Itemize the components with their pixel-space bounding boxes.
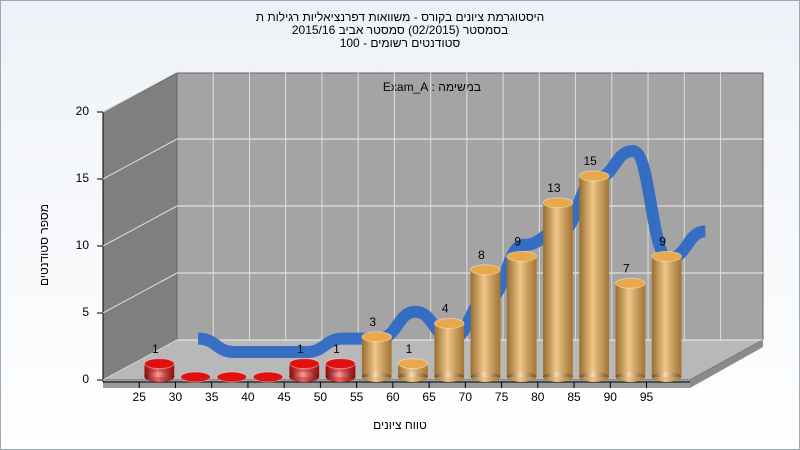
y-tick-label: 15 — [76, 171, 90, 185]
bar-top — [433, 317, 465, 329]
bar-shade — [615, 283, 646, 377]
x-tick-label: 45 — [277, 390, 291, 404]
data-label: 1 — [152, 342, 159, 356]
bar-top — [542, 197, 574, 209]
bar-top — [361, 331, 393, 343]
data-label: 1 — [406, 342, 413, 356]
data-label: 4 — [442, 302, 449, 316]
x-tick-label: 65 — [422, 390, 436, 404]
bar-shade — [361, 336, 392, 377]
y-axis-label: מספר סטודנטים — [37, 204, 51, 286]
x-axis-label: טווח ציונים — [373, 418, 427, 432]
bar-base-shade — [579, 372, 610, 382]
x-tick-label: 95 — [640, 390, 654, 404]
bar-top — [325, 358, 356, 370]
floor-edge — [690, 340, 763, 388]
chart-title: היסטוגרמת ציונים בקורס - משוואות דפרנציא… — [256, 10, 544, 24]
bar-shade — [543, 202, 573, 377]
bar-shade — [651, 256, 682, 377]
trend-ribbon — [197, 145, 707, 358]
data-label: 7 — [623, 261, 630, 275]
x-tick-label: 25 — [133, 390, 147, 404]
data-label: 3 — [369, 315, 376, 329]
bar-base-shade — [543, 372, 573, 382]
chart-title: בסמסטר (02/2015) סמסטר אביב 2015/16 — [292, 23, 508, 37]
bar-base-shade — [361, 372, 392, 382]
bar-top — [216, 371, 248, 383]
bar-top — [180, 371, 211, 383]
bar-base-shade — [434, 372, 465, 382]
grid-line — [102, 339, 178, 381]
bar-base-shade — [651, 372, 682, 382]
x-tick-label: 55 — [350, 390, 364, 404]
x-tick-label: 30 — [169, 390, 183, 404]
x-tick-label: 85 — [567, 390, 581, 404]
bar-top — [651, 250, 682, 262]
data-label: 15 — [583, 154, 597, 168]
x-tick-label: 35 — [205, 390, 219, 404]
bar-base-shade — [325, 372, 356, 382]
x-tick-label: 50 — [314, 390, 328, 404]
bar-top — [578, 170, 610, 182]
bar-top — [288, 358, 320, 370]
y-tick-label: 0 — [82, 372, 89, 386]
chart-title: סטודנטים רשומים - 100 — [340, 36, 461, 50]
grid-line — [102, 138, 178, 180]
x-tick-label: 80 — [531, 390, 545, 404]
x-tick-label: 75 — [495, 390, 509, 404]
bar-top — [252, 371, 284, 383]
grid-line — [102, 71, 178, 113]
data-label: 8 — [478, 248, 485, 262]
data-label: 9 — [514, 235, 521, 249]
bar-top — [615, 277, 646, 289]
grid-line — [102, 272, 178, 314]
data-label: 9 — [659, 235, 666, 249]
x-tick-label: 40 — [241, 390, 255, 404]
bar-shade — [470, 269, 501, 377]
bar-base-shade — [615, 372, 646, 382]
data-label: 1 — [297, 342, 304, 356]
bar-top — [397, 358, 429, 370]
bar-top — [506, 250, 538, 262]
bar-shade — [506, 256, 537, 377]
bar-shade — [434, 323, 465, 377]
grid-line — [102, 205, 178, 247]
bar-base-shade — [398, 372, 428, 382]
x-tick-label: 60 — [386, 390, 400, 404]
bar-top — [143, 358, 175, 370]
y-tick-label: 10 — [76, 238, 90, 252]
bar-base-shade — [470, 372, 501, 382]
x-tick-label: 90 — [604, 390, 618, 404]
bar-base-shade — [289, 372, 320, 382]
bar-top — [470, 264, 501, 276]
y-tick-label: 5 — [82, 305, 89, 319]
data-label: 1 — [333, 342, 340, 356]
data-label: 13 — [547, 181, 561, 195]
bar-base-shade — [506, 372, 537, 382]
bar-shade — [579, 176, 610, 377]
bar-base-shade — [144, 372, 175, 382]
x-tick-label: 70 — [459, 390, 473, 404]
annotation: במשימה : Exam_A — [383, 80, 481, 94]
y-tick-label: 20 — [76, 104, 90, 118]
